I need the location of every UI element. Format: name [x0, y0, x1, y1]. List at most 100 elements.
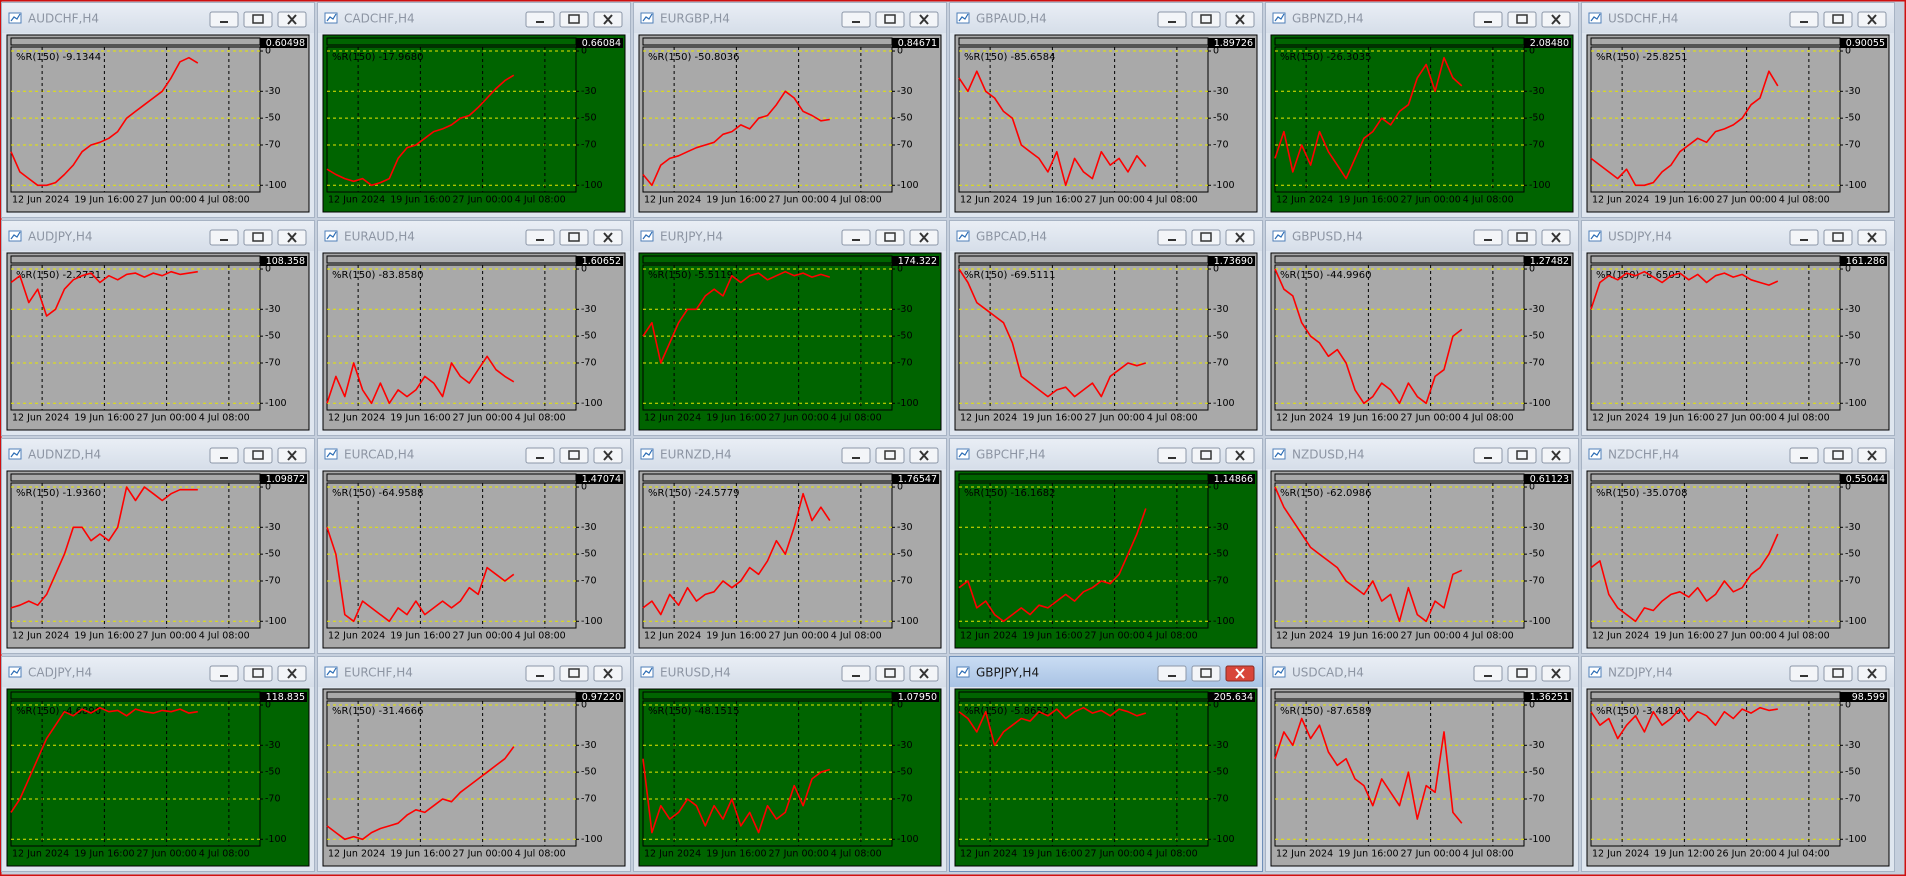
- minimize-button[interactable]: [525, 229, 555, 246]
- restore-button[interactable]: [243, 229, 273, 246]
- restore-button[interactable]: [1823, 11, 1853, 28]
- minimize-button[interactable]: [209, 11, 239, 28]
- close-button[interactable]: [1541, 11, 1571, 28]
- restore-button[interactable]: [559, 447, 589, 464]
- minimize-button[interactable]: [841, 11, 871, 28]
- close-button[interactable]: [593, 11, 623, 28]
- close-button[interactable]: [909, 11, 939, 28]
- close-button[interactable]: [909, 665, 939, 682]
- restore-button[interactable]: [1191, 229, 1221, 246]
- close-button[interactable]: [1857, 447, 1887, 464]
- restore-button[interactable]: [875, 229, 905, 246]
- close-button[interactable]: [277, 665, 307, 682]
- close-button[interactable]: [593, 665, 623, 682]
- close-button[interactable]: [1857, 11, 1887, 28]
- close-button[interactable]: [277, 11, 307, 28]
- restore-button[interactable]: [1507, 229, 1537, 246]
- minimize-button: [209, 11, 239, 28]
- window-icon: [10, 13, 21, 22]
- icon: [1832, 232, 1844, 242]
- restore-button[interactable]: [1507, 447, 1537, 464]
- minimize-button[interactable]: [525, 447, 555, 464]
- minimize-button[interactable]: [1473, 229, 1503, 246]
- minimize-button[interactable]: [1473, 447, 1503, 464]
- price-box: [1208, 256, 1255, 266]
- y-tick-label: 0: [581, 46, 587, 57]
- restore-button[interactable]: [243, 665, 273, 682]
- price-strip: [642, 37, 893, 46]
- restore-button: [243, 665, 273, 682]
- restore-button[interactable]: [1191, 11, 1221, 28]
- close-button[interactable]: [1541, 447, 1571, 464]
- restore-button[interactable]: [1823, 229, 1853, 246]
- minimize-button[interactable]: [841, 447, 871, 464]
- close-button[interactable]: [1225, 229, 1255, 246]
- restore-button[interactable]: [875, 665, 905, 682]
- minimize-button[interactable]: [525, 11, 555, 28]
- close-button[interactable]: [909, 447, 939, 464]
- minimize-button[interactable]: [209, 447, 239, 464]
- minimize-button[interactable]: [1789, 665, 1819, 682]
- icon: [536, 239, 544, 241]
- y-tick-label: -30: [1213, 522, 1229, 533]
- restore-button[interactable]: [1823, 447, 1853, 464]
- x-tick-label: 19 Jun 16:00: [1654, 195, 1714, 206]
- indicator-label: %R(150) -25.8251: [1596, 52, 1687, 63]
- close-button[interactable]: [909, 229, 939, 246]
- minimize-button[interactable]: [1157, 11, 1187, 28]
- close-button[interactable]: [1541, 229, 1571, 246]
- x-tick-label: 19 Jun 16:00: [1022, 195, 1082, 206]
- minimize-button[interactable]: [1157, 447, 1187, 464]
- restore-button: [1507, 11, 1537, 28]
- minimize-button[interactable]: [1157, 229, 1187, 246]
- close-button[interactable]: [1541, 665, 1571, 682]
- indicator-label: %R(150) -50.8036: [648, 52, 739, 63]
- close-button[interactable]: [277, 229, 307, 246]
- restore-button[interactable]: [559, 11, 589, 28]
- close-button[interactable]: [1857, 665, 1887, 682]
- x-tick-label: 19 Jun 16:00: [706, 849, 766, 860]
- close-button[interactable]: [593, 229, 623, 246]
- minimize-button[interactable]: [209, 665, 239, 682]
- x-tick-label: 27 Jun 00:00: [769, 413, 829, 424]
- restore-button[interactable]: [243, 11, 273, 28]
- y-tick-label: -70: [1529, 140, 1545, 151]
- restore-button[interactable]: [875, 447, 905, 464]
- close-button[interactable]: [1857, 229, 1887, 246]
- minimize-button[interactable]: [841, 229, 871, 246]
- price-label: 118.835: [266, 692, 305, 703]
- restore-button[interactable]: [559, 229, 589, 246]
- minimize-button[interactable]: [209, 229, 239, 246]
- price-strip: [642, 473, 893, 482]
- x-tick-label: 12 Jun 2024: [644, 849, 701, 860]
- close-button[interactable]: [277, 447, 307, 464]
- indicator-label: %R(150) -5.8652: [964, 706, 1049, 717]
- restore-button[interactable]: [1191, 447, 1221, 464]
- icon: [603, 14, 613, 25]
- icon: [220, 675, 228, 677]
- close-button[interactable]: [1225, 11, 1255, 28]
- restore-button[interactable]: [1507, 665, 1537, 682]
- y-tick-label: 0: [265, 46, 271, 57]
- minimize-button[interactable]: [525, 665, 555, 682]
- minimize-button[interactable]: [1157, 665, 1187, 682]
- minimize-button[interactable]: [1473, 665, 1503, 682]
- restore-button[interactable]: [559, 665, 589, 682]
- series-line: [642, 270, 831, 364]
- restore-button[interactable]: [1507, 11, 1537, 28]
- minimize-button[interactable]: [1789, 229, 1819, 246]
- restore-button[interactable]: [243, 447, 273, 464]
- close-button[interactable]: [1225, 665, 1255, 682]
- y-tick-label: -30: [581, 522, 597, 533]
- close-button[interactable]: [1225, 447, 1255, 464]
- minimize-button[interactable]: [1789, 447, 1819, 464]
- close-button[interactable]: [593, 447, 623, 464]
- minimize-button[interactable]: [1789, 11, 1819, 28]
- minimize-button[interactable]: [841, 665, 871, 682]
- restore-button[interactable]: [1823, 665, 1853, 682]
- restore-button[interactable]: [1191, 665, 1221, 682]
- minimize-button[interactable]: [1473, 11, 1503, 28]
- restore-button[interactable]: [875, 11, 905, 28]
- x-tick-label: 27 Jun 00:00: [137, 849, 197, 860]
- price-strip: [1590, 691, 1841, 700]
